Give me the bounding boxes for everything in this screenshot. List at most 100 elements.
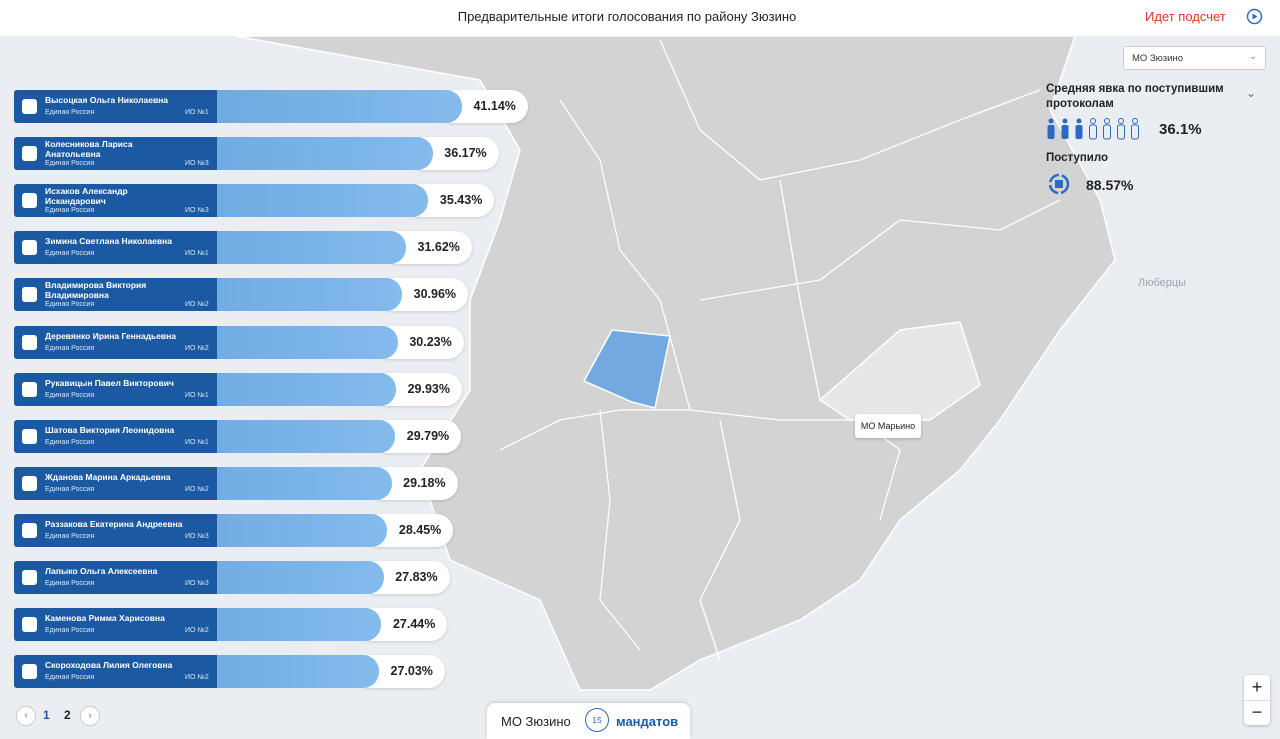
result-bar: Высоцкая Ольга Николаевна Единая Россия ИО… xyxy=(14,90,462,123)
candidate-info-bg xyxy=(14,466,217,500)
mandates-count: 15 xyxy=(585,708,609,732)
percent-label: 27.83% xyxy=(395,570,438,584)
mandates-label: мандатов xyxy=(616,714,679,729)
selected-district[interactable] xyxy=(582,329,671,409)
page-link[interactable]: 1 xyxy=(43,708,50,722)
candidate-row[interactable]: 27.83% Лапыко Ольга Алексеевна Единая Росс… xyxy=(14,561,450,594)
zoom-controls: + − xyxy=(1244,675,1270,725)
result-bar: Владимирова Виктория Владимировна Единая … xyxy=(14,278,403,312)
candidate-row[interactable]: 36.17% Колесникова Лариса Анатольевна Един… xyxy=(14,137,499,171)
candidate-name: Рукавицын Павел Викторович xyxy=(45,377,174,388)
map-place-label: Люберцы xyxy=(1138,277,1186,289)
party-logo xyxy=(22,193,37,209)
party-logo xyxy=(22,381,37,397)
party-name: Единая Россия xyxy=(45,580,95,587)
candidate-name: Раззакова Екатерина Андреевна xyxy=(45,518,183,529)
district-label: ИО №3 xyxy=(185,160,209,168)
result-bar: Жданова Марина Аркадьевна Единая Россия ИО… xyxy=(14,466,392,500)
district-label: ИО №1 xyxy=(185,250,209,258)
percent-label: 27.03% xyxy=(390,664,433,679)
district-select[interactable]: МО Зюзино ⌄ xyxy=(1123,46,1266,70)
candidate-row[interactable]: 27.03% Скороходова Лилия Олеговна Единая Р… xyxy=(14,655,445,689)
party-logo xyxy=(22,99,37,114)
party-logo xyxy=(22,146,37,162)
party-logo xyxy=(22,428,37,444)
received-icon xyxy=(1048,173,1070,195)
turnout-title: Средняя явка по поступившим протоколам xyxy=(1046,83,1224,110)
party-logo xyxy=(22,334,37,350)
candidate-name: Зимина Светлана Николаевна xyxy=(45,236,172,247)
candidate-row[interactable]: 35.43% Исхаков Александр Искандарович Един… xyxy=(14,184,495,218)
footer-district: МО Зюзино xyxy=(501,714,571,729)
candidate-row[interactable]: 31.62% Зимина Светлана Николаевна Единая Р… xyxy=(14,231,472,265)
candidate-info-bg xyxy=(14,90,217,123)
result-bar: Каменова Римма Харисовна Единая Россия ИО … xyxy=(14,608,382,642)
map-region xyxy=(234,35,1116,691)
percent-label: 29.79% xyxy=(406,428,450,443)
candidate-info-bg xyxy=(14,278,217,312)
zoom-in[interactable]: + xyxy=(1251,677,1263,697)
candidate-info-bg xyxy=(14,513,217,547)
candidate-info-bg xyxy=(14,325,217,359)
candidate-row[interactable]: 30.96% Владимирова Виктория Владимировна Е… xyxy=(14,278,469,312)
candidate-name: Высоцкая Ольга Николаевна xyxy=(45,95,169,105)
district-label: ИО №2 xyxy=(185,674,209,682)
received-title: Поступило xyxy=(1046,152,1109,164)
district-label: ИО №2 xyxy=(185,485,209,493)
percent-label: 28.45% xyxy=(398,522,442,537)
party-name: Единая Россия xyxy=(45,109,95,116)
party-name: Единая Россия xyxy=(45,532,95,540)
result-bar: Деревянко Ирина Геннадьевна Единая Россия… xyxy=(14,325,398,359)
candidate-name: Владимирова Виктория Владимировна xyxy=(45,280,147,301)
party-name: Единая Россия xyxy=(45,627,95,635)
candidate-info-bg xyxy=(14,137,217,171)
page-link[interactable]: 2 xyxy=(64,708,71,722)
candidate-row[interactable]: 41.14% Высоцкая Ольга Николаевна Единая Ро… xyxy=(14,90,528,123)
result-bar: Исхаков Александр Искандарович Единая Рос… xyxy=(14,184,429,218)
district-label: ИО №3 xyxy=(185,580,209,587)
turnout-icons xyxy=(1047,118,1139,140)
party-logo xyxy=(22,287,37,303)
zoom-out[interactable]: − xyxy=(1244,700,1270,726)
result-bar: Колесникова Лариса Анатольевна Единая Рос… xyxy=(14,137,433,171)
header: Предварительные итоги голосования по рай… xyxy=(0,0,1280,36)
party-logo xyxy=(22,475,37,491)
party-name: Единая Россия xyxy=(45,301,95,309)
district-label: ИО №1 xyxy=(185,438,209,446)
party-logo xyxy=(22,522,37,538)
result-bar: Рукавицын Павел Викторович Единая Россия И… xyxy=(14,372,396,406)
next-page[interactable]: › xyxy=(80,706,100,726)
party-name: Единая Россия xyxy=(45,250,95,258)
chevron[interactable]: ⌄ xyxy=(1246,86,1257,100)
candidate-name: Деревянко Ирина Геннадьевна xyxy=(45,330,177,341)
candidate-row[interactable]: 29.18% Жданова Марина Аркадьевна Единая Ро… xyxy=(14,466,458,500)
play-button[interactable] xyxy=(1246,8,1263,25)
candidate-info-bg xyxy=(14,419,217,453)
candidate-name: Лапыко Ольга Алексеевна xyxy=(45,566,158,576)
map-tooltip: МО Марьино xyxy=(855,414,921,438)
party-name: Единая Россия xyxy=(45,391,95,399)
party-name: Единая Россия xyxy=(45,207,95,215)
candidate-row[interactable]: 29.93% Рукавицын Павел Викторович Единая Р… xyxy=(14,372,462,406)
district-label: ИО №1 xyxy=(185,391,209,399)
party-logo xyxy=(22,240,37,256)
select-value: МО Зюзино xyxy=(1132,53,1183,64)
candidate-row[interactable]: 29.79% Шатова Виктория Леонидовна Единая Р… xyxy=(14,419,462,453)
page-title: Предварительные итоги голосования по рай… xyxy=(457,9,797,24)
status: Идет подсчет xyxy=(1145,9,1226,24)
result-bar: Шатова Виктория Леонидовна Единая Россия И… xyxy=(14,419,396,453)
result-bar: Скороходова Лилия Олеговна Единая Россия И… xyxy=(14,655,379,689)
candidate-row[interactable]: 28.45% Раззакова Екатерина Андреевна Едина… xyxy=(14,513,454,547)
party-logo xyxy=(22,570,37,585)
result-bar: Зимина Светлана Николаевна Единая Россия И… xyxy=(14,231,406,265)
candidate-name: Жданова Марина Аркадьевна xyxy=(45,471,171,482)
prev-page[interactable]: ‹ xyxy=(16,706,36,726)
district-label: ИО №3 xyxy=(185,207,209,215)
candidate-row[interactable]: 27.44% Каменова Римма Харисовна Единая Рос… xyxy=(14,608,448,642)
percent-label: 36.17% xyxy=(444,146,487,161)
received-value: 88.57% xyxy=(1086,177,1134,193)
candidate-name: Исхаков Александр Искандарович xyxy=(45,186,128,207)
candidate-row[interactable]: 30.23% Деревянко Ирина Геннадьевна Единая … xyxy=(14,325,464,359)
party-name: Единая Россия xyxy=(45,674,95,682)
